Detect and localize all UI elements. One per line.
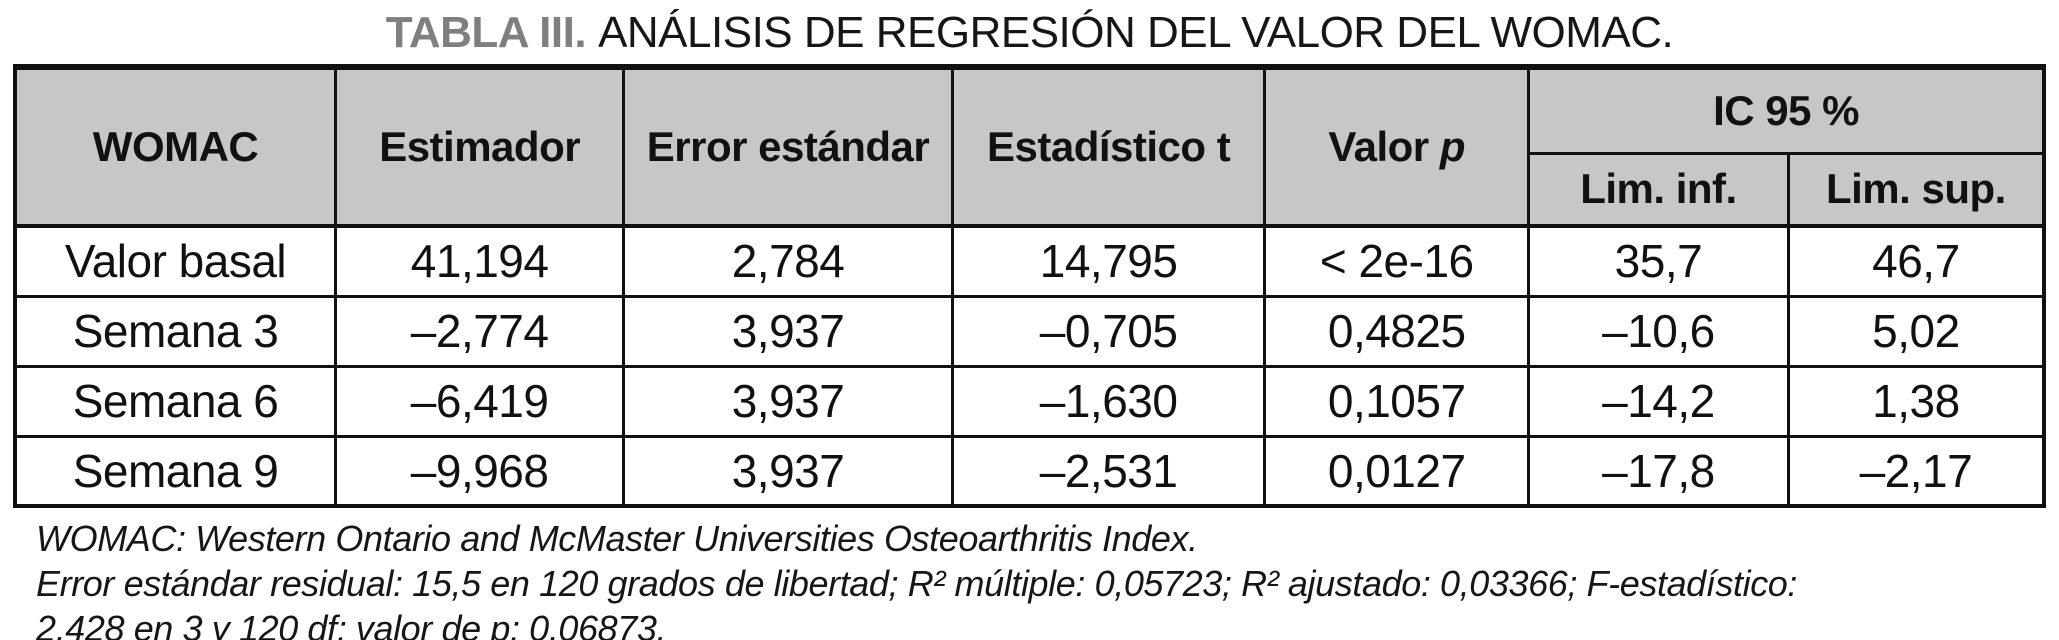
- footnote-stats-line1: Error estándar residual: 15,5 en 120 gra…: [36, 563, 1798, 604]
- col-header-valor-p: Valor p: [1263, 65, 1531, 228]
- table-row-semana-9: Semana 9 –9,968 3,937 –2,531 0,0127 –17,…: [13, 434, 2046, 508]
- table-row-semana-3: Semana 3 –2,774 3,937 –0,705 0,4825 –10,…: [13, 294, 2046, 368]
- table-header: WOMAC Estimador Error estándar Estadísti…: [13, 65, 2046, 228]
- row-label: Semana 3: [13, 294, 338, 368]
- header-row-main: WOMAC Estimador Error estándar Estadísti…: [13, 65, 2046, 228]
- regression-table: WOMAC Estimador Error estándar Estadísti…: [13, 64, 2046, 508]
- table-caption-title: ANÁLISIS DE REGRESIÓN DEL VALOR DEL WOMA…: [598, 8, 1674, 57]
- table-caption-number: TABLA III.: [385, 8, 587, 57]
- cell-error: 3,937: [622, 434, 954, 508]
- col-header-womac: WOMAC: [13, 65, 338, 228]
- cell-lim-inf: –17,8: [1527, 434, 1790, 508]
- cell-p: 0,4825: [1263, 294, 1531, 368]
- table-row-semana-6: Semana 6 –6,419 3,937 –1,630 0,1057 –14,…: [13, 364, 2046, 438]
- cell-t: 14,795: [950, 224, 1267, 298]
- cell-lim-inf: –10,6: [1527, 294, 1790, 368]
- col-header-lim-inf: Lim. inf.: [1527, 151, 1790, 228]
- table-row-valor-basal: Valor basal 41,194 2,784 14,795 < 2e-16 …: [13, 224, 2046, 298]
- p-symbol: p: [1439, 123, 1466, 170]
- col-header-lim-sup: Lim. sup.: [1786, 151, 2046, 228]
- col-header-error-estandar: Error estándar: [622, 65, 954, 228]
- col-header-ic95: IC 95 %: [1527, 65, 2046, 155]
- cell-estimador: –9,968: [334, 434, 626, 508]
- row-label: Semana 9: [13, 434, 338, 508]
- cell-lim-sup: –2,17: [1786, 434, 2046, 508]
- cell-p: 0,1057: [1263, 364, 1531, 438]
- row-label: Valor basal: [13, 224, 338, 298]
- cell-t: –2,531: [950, 434, 1267, 508]
- row-label: Semana 6: [13, 364, 338, 438]
- cell-estimador: 41,194: [334, 224, 626, 298]
- cell-lim-sup: 1,38: [1786, 364, 2046, 438]
- table-body: Valor basal 41,194 2,784 14,795 < 2e-16 …: [13, 224, 2046, 508]
- cell-lim-inf: 35,7: [1527, 224, 1790, 298]
- cell-error: 3,937: [622, 364, 954, 438]
- regression-table-container: WOMAC Estimador Error estándar Estadísti…: [13, 64, 2046, 508]
- cell-lim-inf: –14,2: [1527, 364, 1790, 438]
- footnotes: WOMAC: Western Ontario and McMaster Univ…: [36, 516, 2046, 640]
- header-row-sub: Lim. inf. Lim. sup.: [15, 151, 2046, 228]
- cell-error: 2,784: [622, 224, 954, 298]
- footnote-abbreviation: WOMAC: Western Ontario and McMaster Univ…: [36, 518, 1198, 559]
- cell-estimador: –2,774: [334, 294, 626, 368]
- cell-lim-sup: 46,7: [1786, 224, 2046, 298]
- col-header-estimador: Estimador: [334, 65, 626, 228]
- valor-label: Valor: [1328, 123, 1429, 170]
- cell-t: –0,705: [950, 294, 1267, 368]
- footnote-stats-line2: 2,428 en 3 y 120 df; valor de p: 0,06873…: [36, 608, 667, 640]
- cell-lim-sup: 5,02: [1786, 294, 2046, 368]
- table-caption: TABLA III. ANÁLISIS DE REGRESIÓN DEL VALO…: [0, 8, 2059, 58]
- cell-error: 3,937: [622, 294, 954, 368]
- cell-estimador: –6,419: [334, 364, 626, 438]
- col-header-estadistico-t: Estadístico t: [950, 65, 1267, 228]
- cell-p: 0,0127: [1263, 434, 1531, 508]
- cell-p: < 2e-16: [1263, 224, 1531, 298]
- cell-t: –1,630: [950, 364, 1267, 438]
